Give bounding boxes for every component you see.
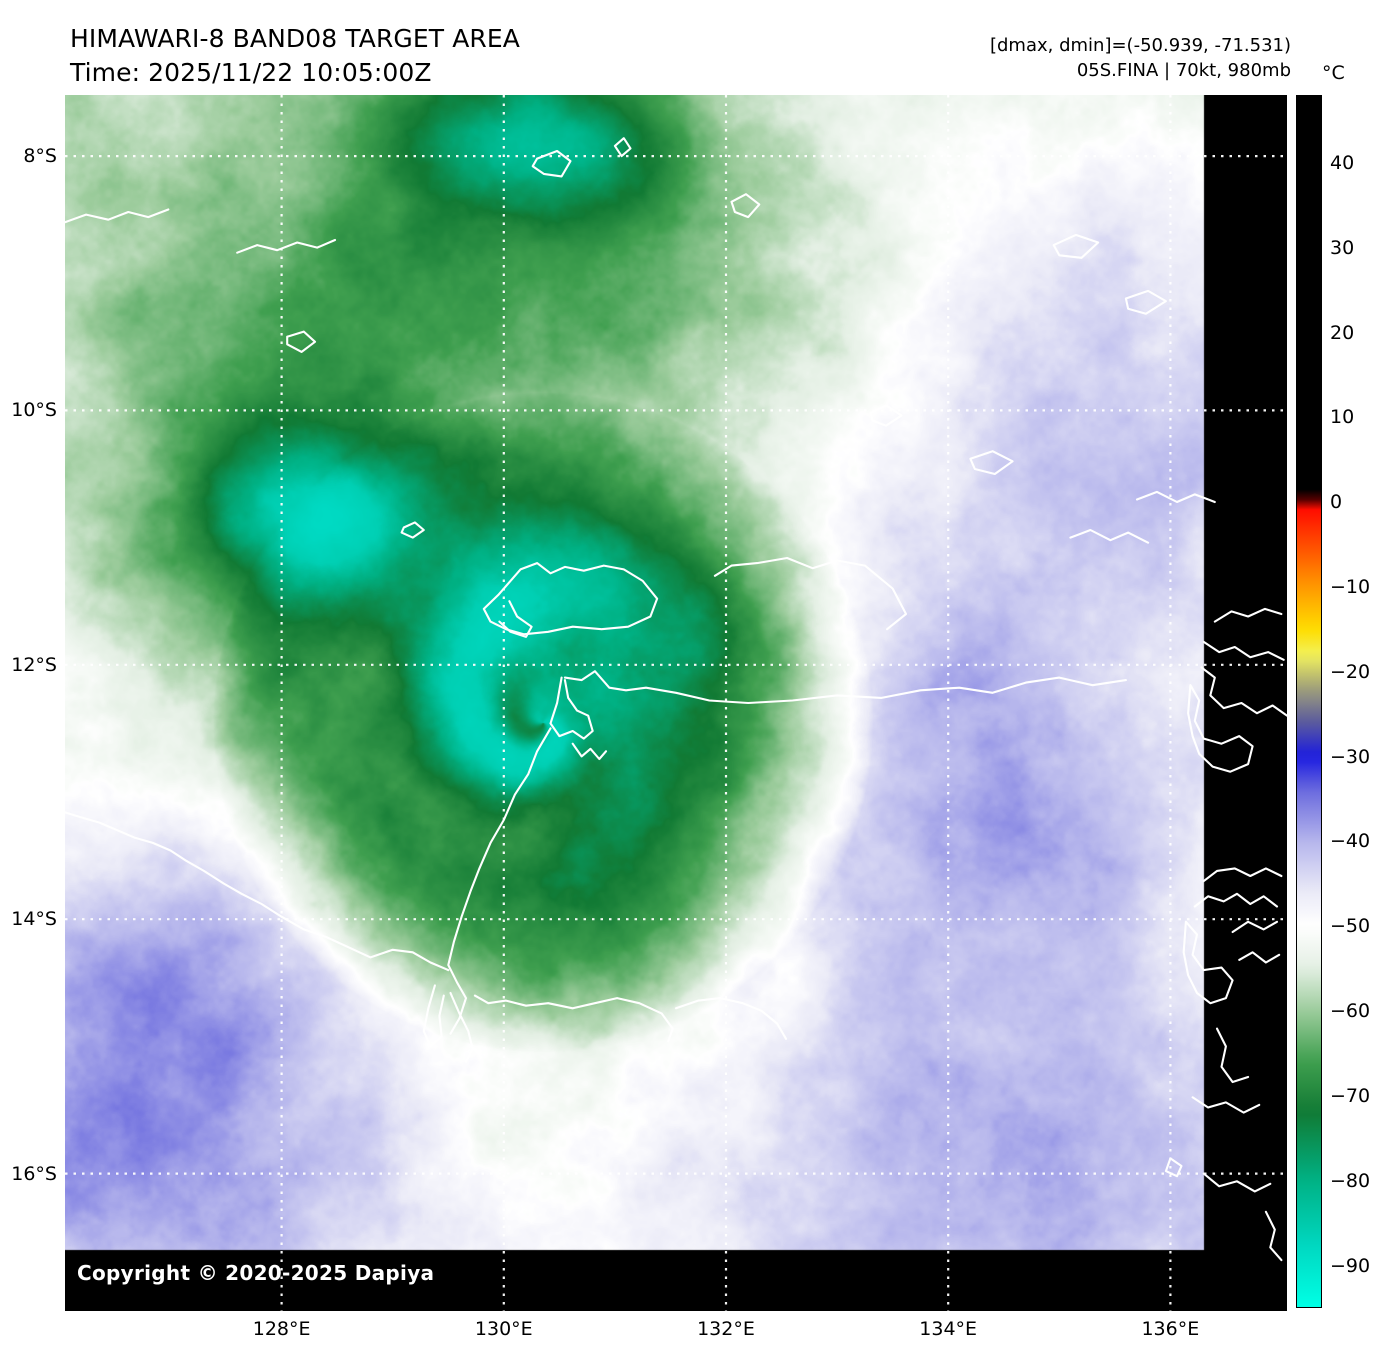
colorbar-tick--50: −50	[1330, 915, 1371, 938]
timestamp-label: Time: 2025/11/22 10:05:00Z	[70, 58, 432, 87]
colorbar-tick-40: 40	[1330, 151, 1355, 174]
colorbar-tick--70: −70	[1330, 1084, 1371, 1107]
colorbar-tick--10: −10	[1330, 575, 1371, 598]
colorbar-tick--80: −80	[1330, 1169, 1371, 1192]
colorbar-tick-20: 20	[1330, 321, 1355, 344]
dminmax-label: [dmax, dmin]=(-50.939, -71.531)	[989, 35, 1291, 56]
storm-info-label: 05S.FINA | 70kt, 980mb	[1076, 60, 1291, 81]
colorbar-gradient	[1296, 95, 1322, 1308]
colorbar-tick--30: −30	[1330, 745, 1371, 768]
lat-tick-14°S: 14°S	[11, 908, 57, 931]
lat-tick-16°S: 16°S	[11, 1162, 57, 1185]
header-right: [dmax, dmin]=(-50.939, -71.531) 05S.FINA…	[990, 33, 1291, 83]
page-title: HIMAWARI-8 BAND08 TARGET AREA	[70, 24, 520, 53]
colorbar	[1296, 95, 1322, 1308]
lon-tick-136°E: 136°E	[1141, 1318, 1200, 1340]
copyright-label: Copyright © 2020-2025 Dapiya	[77, 1261, 435, 1285]
colorbar-tick-10: 10	[1330, 406, 1355, 429]
lon-tick-132°E: 132°E	[697, 1318, 755, 1340]
colorbar-tick-0: 0	[1330, 491, 1343, 514]
colorbar-tick--20: −20	[1330, 660, 1371, 683]
colorbar-tick--40: −40	[1330, 830, 1371, 853]
lat-tick-12°S: 12°S	[11, 653, 57, 676]
lon-tick-130°E: 130°E	[474, 1318, 533, 1340]
satellite-image-plot: Copyright © 2020-2025 Dapiya	[65, 95, 1287, 1311]
colorbar-unit-label: °C	[1322, 62, 1345, 84]
lon-tick-128°E: 128°E	[252, 1318, 311, 1340]
satellite-imagery-canvas	[65, 95, 1287, 1311]
lat-tick-10°S: 10°S	[11, 399, 57, 422]
lat-tick-8°S: 8°S	[23, 145, 57, 168]
colorbar-tick--90: −90	[1330, 1254, 1371, 1277]
header-left: HIMAWARI-8 BAND08 TARGET AREA Time: 2025…	[70, 22, 520, 90]
colorbar-tick-30: 30	[1330, 236, 1355, 259]
colorbar-tick--60: −60	[1330, 1000, 1371, 1023]
lon-tick-134°E: 134°E	[919, 1318, 978, 1340]
